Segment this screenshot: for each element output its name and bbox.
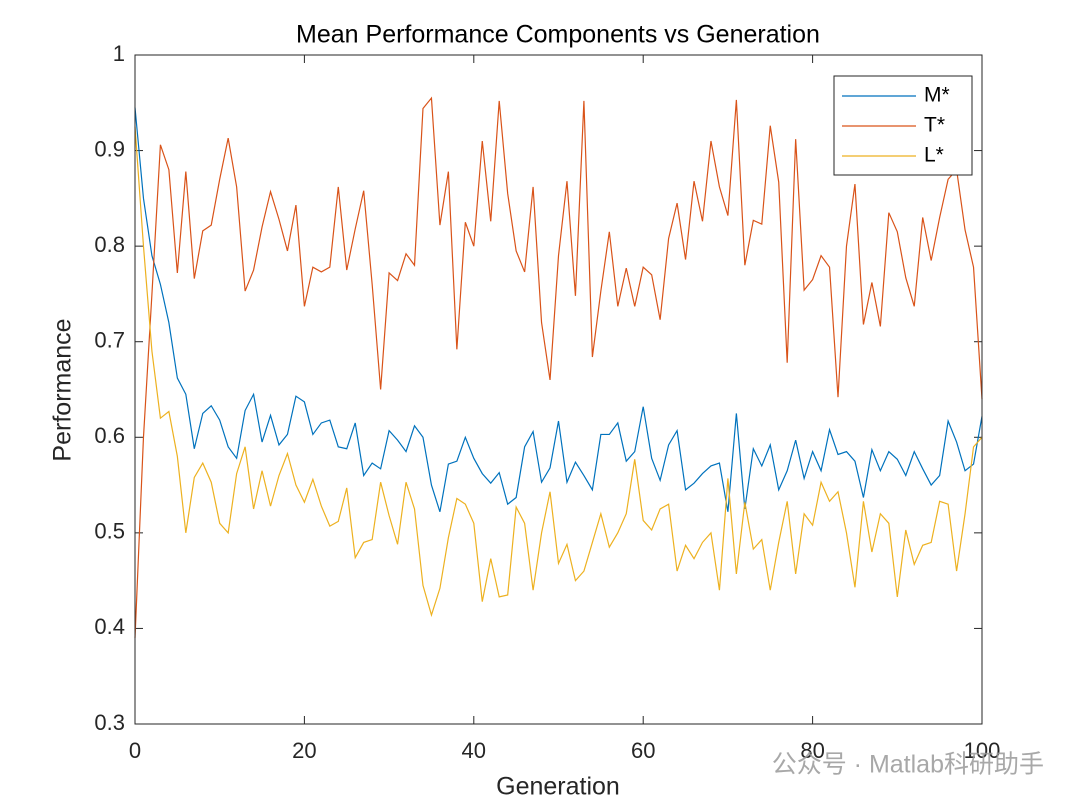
line-series xyxy=(134,96,983,639)
y-tick-label: 0.5 xyxy=(94,519,125,544)
legend-label: T* xyxy=(924,114,945,137)
y-tick-label: 0.6 xyxy=(94,423,125,448)
y-axis-label: Performance xyxy=(49,318,77,461)
watermark: 公众号 · Matlab科研助手 xyxy=(772,751,1044,779)
y-tick-label: 0.9 xyxy=(94,136,125,161)
x-axis-label: Generation xyxy=(496,773,620,801)
y-tick-label: 0.4 xyxy=(94,614,125,639)
x-tick-label: 0 xyxy=(129,738,141,763)
y-tick-label: 1 xyxy=(113,41,125,66)
x-tick-label: 40 xyxy=(462,738,486,763)
line-series xyxy=(134,107,983,513)
line-series xyxy=(134,126,983,618)
x-tick-label: 100 xyxy=(964,738,1001,763)
x-tick-label: 20 xyxy=(292,738,316,763)
axes-box xyxy=(134,54,983,725)
y-tick-label: 0.8 xyxy=(94,232,125,257)
y-tick-label: 0.7 xyxy=(94,328,125,353)
legend-label: M* xyxy=(924,84,950,107)
chart-title: Mean Performance Components vs Generatio… xyxy=(296,21,820,49)
legend-label: L* xyxy=(924,144,944,167)
x-tick-label: 60 xyxy=(631,738,655,763)
x-tick-label: 80 xyxy=(800,738,824,763)
y-tick-label: 0.3 xyxy=(94,710,125,735)
